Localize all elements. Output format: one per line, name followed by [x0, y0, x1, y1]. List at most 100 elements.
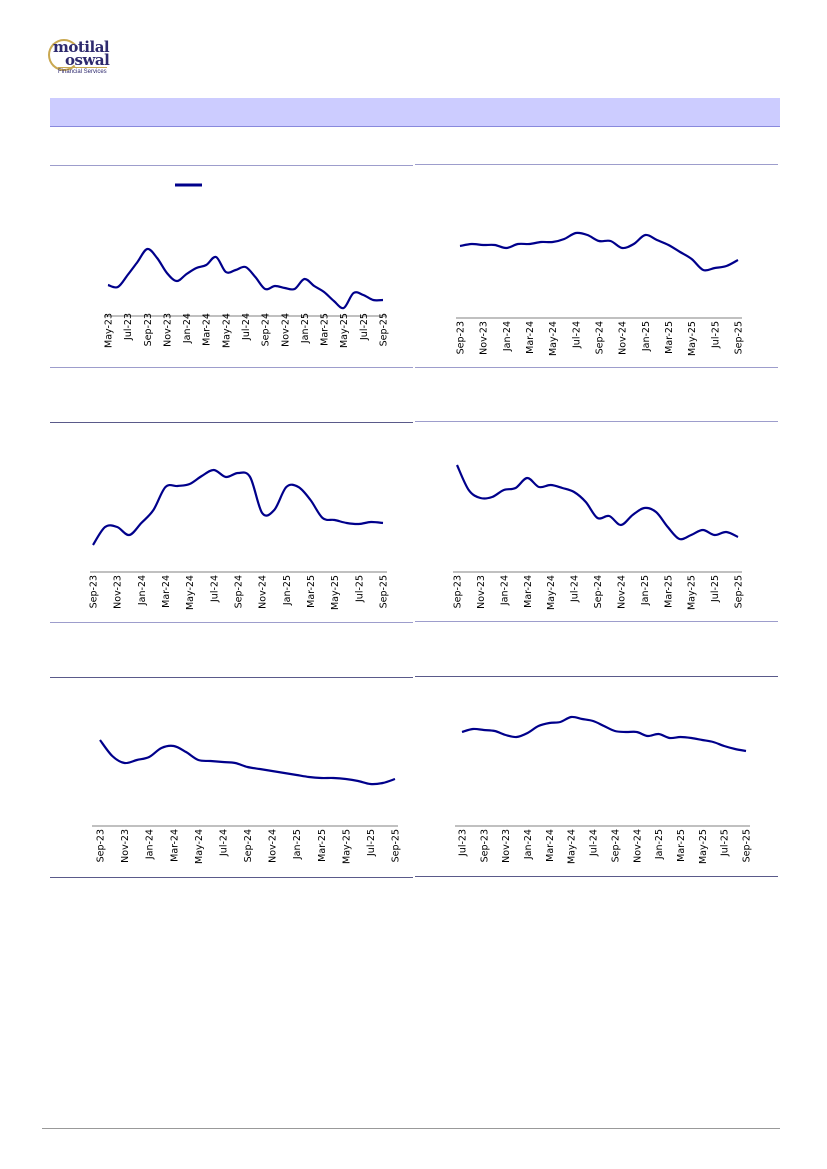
x-tick-label: Sep-23	[456, 321, 467, 354]
x-tick-label: May-25	[687, 321, 698, 356]
x-tick-label: May-25	[339, 313, 350, 348]
x-tick-label: Sep-23	[479, 829, 490, 862]
divider	[50, 367, 413, 368]
x-tick-label: Sep-25	[742, 829, 753, 862]
x-tick-label: Mar-25	[320, 313, 331, 346]
x-tick-label: May-23	[104, 313, 115, 348]
divider	[415, 676, 778, 677]
x-tick-label: May-24	[194, 829, 205, 864]
x-tick-label: Sep-23	[143, 313, 154, 346]
line-chart-4: Sep-23 Nov-23 Jan-24 Mar-24 May-24 Jul-24 Sep-…	[453, 464, 745, 610]
x-tick-label: Jan-24	[502, 321, 513, 352]
divider	[50, 677, 413, 678]
x-tick-label: Nov-24	[616, 575, 627, 609]
x-tick-label: Jan-24	[523, 829, 534, 860]
x-tick-label: Jul-25	[710, 321, 721, 349]
x-tick-label: Jan-24	[499, 575, 510, 606]
x-tick-label: Jul-24	[218, 829, 229, 857]
logo-tagline: Financial Services	[58, 67, 107, 75]
x-tick-label: Sep-25	[734, 575, 745, 608]
series-line	[92, 468, 384, 546]
x-tick-label: Mar-24	[169, 829, 180, 862]
series-line	[99, 739, 396, 786]
x-tick-label: Sep-25	[379, 313, 390, 346]
x-tick-label: Nov-24	[280, 313, 291, 347]
x-tick-label: Mar-24	[161, 575, 172, 608]
x-tick-label: Sep-24	[243, 829, 254, 862]
x-tick-label: Jan-25	[641, 321, 652, 352]
x-tick-label: Nov-24	[618, 321, 629, 355]
x-tick-label: Jan-25	[300, 313, 311, 344]
divider	[50, 422, 413, 423]
x-tick-label: Mar-24	[545, 829, 556, 862]
series-line	[459, 231, 739, 272]
x-tick-label: Sep-24	[593, 575, 604, 608]
line-chart-2: Sep-23 Nov-23 Jan-24 Mar-24 May-24 Jul-24 Sep-…	[456, 231, 745, 356]
x-tick-label: Jan-25	[654, 829, 665, 860]
x-tick-label: May-25	[687, 575, 698, 610]
x-tick-label: Mar-25	[663, 575, 674, 608]
x-tick-label: Mar-25	[306, 575, 317, 608]
line-chart-1: May-23 Jul-23 Sep-23 Nov-23 Jan-24 Mar-24 May-…	[104, 183, 390, 348]
x-tick-label: Jan-25	[292, 829, 303, 860]
x-tick-label: Nov-23	[476, 575, 487, 609]
x-tick-label: Jul-24	[571, 321, 582, 349]
x-tick-label: Sep-24	[261, 313, 272, 346]
x-tick-label: Jul-24	[570, 575, 581, 603]
series-line	[461, 715, 747, 753]
x-tick-label: May-25	[330, 575, 341, 610]
x-tick-label: Nov-23	[120, 829, 131, 863]
x-tick-label: Jan-25	[282, 575, 293, 606]
x-tick-label: Nov-23	[162, 313, 173, 347]
x-tick-label: Mar-25	[676, 829, 687, 862]
x-tick-label: Nov-24	[632, 829, 643, 863]
x-tick-label: Nov-23	[501, 829, 512, 863]
divider	[50, 877, 413, 878]
x-tick-label: Sep-24	[595, 321, 606, 354]
x-tick-label: Sep-25	[734, 321, 745, 354]
x-tick-label: Jul-23	[123, 313, 134, 341]
x-tick-label: May-25	[698, 829, 709, 864]
x-tick-label: Jul-25	[354, 575, 365, 603]
x-tick-label: Jul-25	[710, 575, 721, 603]
x-tick-label: Jan-25	[640, 575, 651, 606]
x-tick-label: Jan-24	[182, 313, 193, 344]
x-tick-label: May-25	[341, 829, 352, 864]
divider	[415, 621, 778, 622]
x-tick-label: Nov-24	[268, 829, 279, 863]
company-logo: motilal oswal Financial Services	[48, 38, 138, 78]
x-tick-label: Sep-23	[453, 575, 464, 608]
line-chart-3: Sep-23 Nov-23 Jan-24 Mar-24 May-24 Jul-24 Sep-…	[89, 468, 390, 610]
x-tick-label: Jul-23	[458, 829, 469, 857]
x-tick-label: May-24	[221, 313, 232, 348]
x-tick-label: Nov-23	[479, 321, 490, 355]
divider	[415, 876, 778, 877]
x-tick-label: Jul-24	[589, 829, 600, 857]
divider	[415, 367, 778, 368]
x-tick-label: Jul-24	[241, 313, 252, 341]
x-tick-label: Sep-23	[96, 829, 107, 862]
x-tick-label: Mar-25	[664, 321, 675, 354]
series-line	[455, 464, 739, 541]
divider	[415, 164, 778, 165]
x-tick-label: Jan-24	[145, 829, 156, 860]
x-tick-label: Nov-23	[113, 575, 124, 609]
x-tick-label: May-24	[567, 829, 578, 864]
x-tick-label: Jul-25	[720, 829, 731, 857]
footer-rule	[42, 1128, 780, 1129]
x-tick-label: Mar-25	[317, 829, 328, 862]
x-tick-label: Sep-24	[610, 829, 621, 862]
series-line	[107, 247, 384, 310]
x-tick-label: Nov-24	[258, 575, 269, 609]
x-tick-label: Mar-24	[202, 313, 213, 346]
x-tick-label: Sep-25	[379, 575, 390, 608]
section-header-band	[50, 98, 780, 127]
x-tick-label: May-24	[185, 575, 196, 610]
x-tick-label: May-24	[548, 321, 559, 356]
x-tick-label: Mar-24	[525, 321, 536, 354]
x-tick-label: Sep-25	[391, 829, 402, 862]
line-chart-5: Sep-23 Nov-23 Jan-24 Mar-24 May-24 Jul-24 Sep-…	[92, 739, 402, 864]
x-tick-label: Sep-24	[234, 575, 245, 608]
x-tick-label: Sep-23	[89, 575, 100, 608]
